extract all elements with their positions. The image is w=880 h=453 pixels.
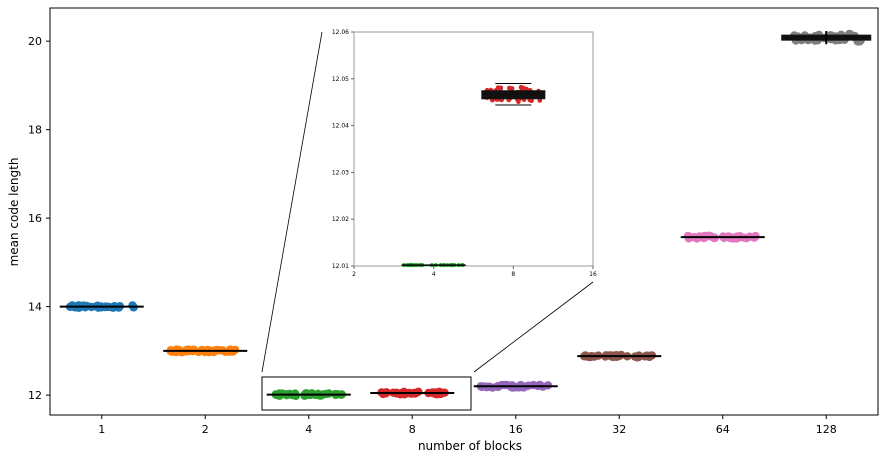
inset-strip-point	[524, 86, 529, 92]
inset-median-box	[481, 90, 546, 100]
median-boxes	[59, 31, 872, 396]
x-tick-label: 16	[509, 423, 523, 436]
strip-point	[302, 389, 311, 398]
x-axis: 1 2 4 8 16 32 64 128	[98, 415, 837, 436]
inset-x-tick-label: 16	[589, 271, 597, 278]
x-tick-label: 64	[716, 423, 730, 436]
strip-point	[751, 231, 760, 241]
y-tick-label: 12	[28, 389, 42, 402]
strip-point	[497, 380, 506, 390]
inset-strip-point	[509, 86, 515, 91]
strip-point	[290, 389, 300, 398]
y-axis: 12 14 16 18 20	[28, 35, 50, 402]
strip-point	[705, 231, 714, 241]
inset-x-tick-label: 8	[511, 271, 515, 278]
y-axis-label: mean code length	[7, 158, 21, 267]
y-tick-label: 16	[28, 212, 42, 225]
x-tick-label: 2	[202, 423, 209, 436]
y-tick-label: 14	[28, 301, 42, 314]
inset-strip-point	[498, 86, 504, 91]
inset-y-tick-label: 12.05	[332, 76, 349, 83]
inset-y-axis: 12.01 12.02 12.03 12.04 12.05 12.06	[332, 29, 354, 270]
inset-y-tick-label: 12.03	[332, 169, 349, 176]
strip-point	[189, 345, 199, 354]
strip-point	[177, 348, 186, 357]
zoom-connector-left	[261, 31, 323, 373]
inset-frame	[353, 31, 594, 267]
inset-y-tick-label: 12.01	[332, 263, 349, 270]
zoom-region-box	[261, 376, 472, 411]
y-tick-label: 18	[28, 124, 42, 137]
strip-point	[633, 353, 643, 362]
inset-y-tick-label: 12.02	[332, 216, 349, 223]
plot-frame	[49, 7, 879, 416]
inset-x-tick-label: 2	[352, 271, 356, 278]
strip-point	[209, 347, 219, 357]
x-tick-label: 8	[409, 423, 416, 436]
x-tick-label: 1	[98, 423, 105, 436]
inset-median-boxes	[401, 82, 546, 266]
inset-x-axis: 2 4 8 16	[352, 266, 597, 278]
x-tick-label: 32	[612, 423, 626, 436]
x-tick-label: 128	[816, 423, 837, 436]
zoom-connector-right	[473, 281, 594, 373]
x-tick-label: 4	[305, 423, 312, 436]
inset-y-tick-label: 12.04	[332, 123, 349, 130]
inset-x-tick-label: 4	[432, 271, 436, 278]
inset-plot: 12.01 12.02 12.03 12.04 12.05 12.06 2 4 8 16	[332, 29, 597, 278]
inset-y-tick-label: 12.06	[332, 29, 349, 36]
x-axis-label: number of blocks	[418, 439, 522, 453]
y-tick-label: 20	[28, 35, 42, 48]
